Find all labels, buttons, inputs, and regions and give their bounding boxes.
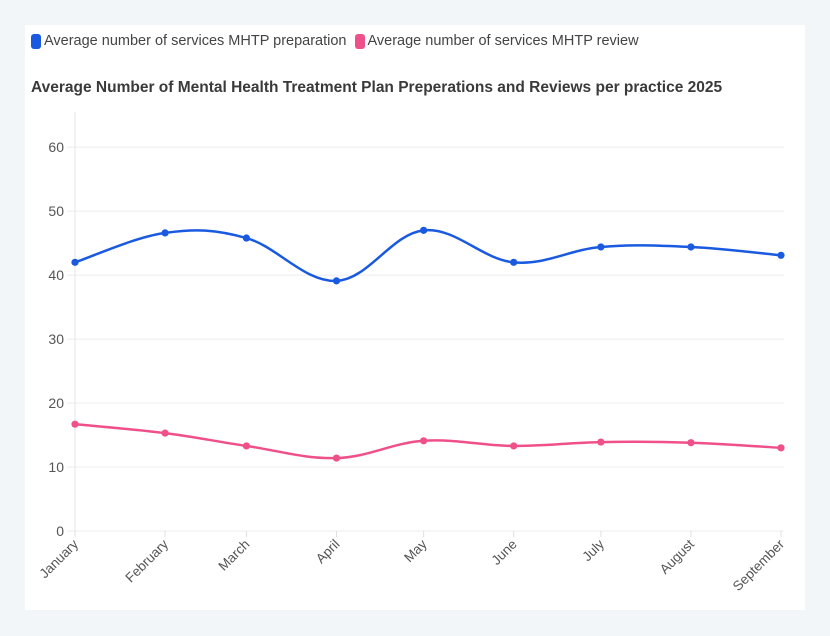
x-tick-label: July [579,536,607,564]
x-tick-label: January [37,536,82,581]
data-point-preparation[interactable] [161,229,169,237]
data-point-preparation[interactable] [777,251,785,259]
x-tick-label: April [313,537,343,567]
x-axis-ticks: January February March April May June July Augu… [37,531,788,594]
legend-swatch-review [354,33,365,49]
y-tick-label: 0 [56,523,64,539]
series-points [71,226,785,462]
y-tick-label: 20 [48,395,64,411]
y-axis-ticks: 0 10 20 30 40 50 60 [48,139,64,539]
x-tick-label: March [215,537,252,574]
data-point-preparation[interactable] [420,226,428,234]
series-line-preparation [73,229,783,283]
data-point-review[interactable] [687,439,695,447]
series-lines [73,229,783,460]
data-point-preparation[interactable] [597,243,605,251]
y-tick-label: 50 [48,203,64,219]
data-point-review[interactable] [420,437,428,445]
data-point-review[interactable] [777,444,785,452]
data-point-review[interactable] [242,442,251,450]
x-tick-label: February [122,536,171,585]
data-point-preparation[interactable] [71,258,79,266]
y-tick-label: 10 [48,459,64,475]
data-point-preparation[interactable] [687,243,695,251]
legend-label-preparation: Average number of services MHTP preparat… [44,33,347,49]
data-point-preparation[interactable] [510,258,518,266]
data-point-review[interactable] [597,438,605,446]
chart-legend: Average number of services MHTP preparat… [31,33,647,49]
legend-item-review[interactable]: Average number of services MHTP review [354,33,639,49]
grid-lines [67,146,784,532]
y-tick-label: 40 [48,267,64,283]
x-tick-label: August [657,536,698,577]
data-point-review[interactable] [71,420,79,428]
legend-swatch-preparation [31,33,41,49]
series-line-review [73,422,783,460]
x-tick-label: September [730,536,788,594]
legend-label-review: Average number of services MHTP review [367,33,639,49]
data-point-review[interactable] [161,429,169,437]
data-point-review[interactable] [332,454,341,462]
data-point-preparation[interactable] [332,277,341,285]
data-point-review[interactable] [510,442,518,450]
y-tick-label: 30 [48,331,64,347]
y-tick-label: 60 [48,139,64,155]
x-tick-label: May [401,536,430,565]
legend-item-preparation[interactable]: Average number of services MHTP preparat… [31,33,347,49]
data-point-preparation[interactable] [242,234,251,242]
chart-title: Average Number of Mental Health Treatmen… [31,79,723,96]
x-tick-label: June [489,537,520,568]
chart-card: Average number of services MHTP preparat… [25,25,805,610]
